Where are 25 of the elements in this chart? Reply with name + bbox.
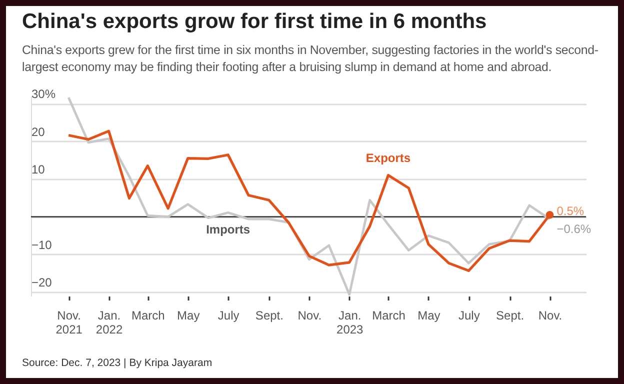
x-tick-label: Nov. 2021 [56, 308, 83, 336]
x-tick-label: Nov. [298, 308, 322, 322]
y-tick-label: 30% [32, 87, 56, 102]
chart-subtitle: China's exports grew for the first time in six months in November, suggesting factories in the world's second-largest economy may be finding their footing after a bruising slump in demand at home and abroad. [22, 42, 600, 76]
x-tick-label: May [177, 308, 200, 322]
x-tick-label: July [458, 308, 480, 322]
x-tick-label: July [218, 308, 240, 322]
x-tick-label: Sept. [255, 308, 284, 322]
y-tick-label: −20 [32, 276, 52, 290]
data-label: 0.5% [556, 204, 584, 218]
x-tick-label: March [131, 308, 165, 322]
x-tick-label: Sept. [496, 308, 524, 322]
data-label: −0.6% [556, 222, 592, 236]
chart-title: China's exports grow for first time in 6 months [22, 10, 487, 34]
x-tick-label: Nov. [538, 308, 562, 322]
x-tick-label: May [418, 308, 440, 322]
y-tick-label: −10 [32, 238, 52, 252]
x-tick-label: Jan. 2023 [336, 308, 364, 336]
source-note: Source: Dec. 7, 2023 | By Kripa Jayaram [22, 357, 212, 369]
y-tick-label: 10 [32, 162, 46, 177]
series-label: Imports [206, 222, 250, 237]
x-tick-label: Jan. 2022 [96, 308, 123, 336]
series-label: Exports [366, 151, 411, 166]
y-tick-label: 20 [32, 124, 46, 139]
x-tick-label: March [372, 308, 406, 322]
